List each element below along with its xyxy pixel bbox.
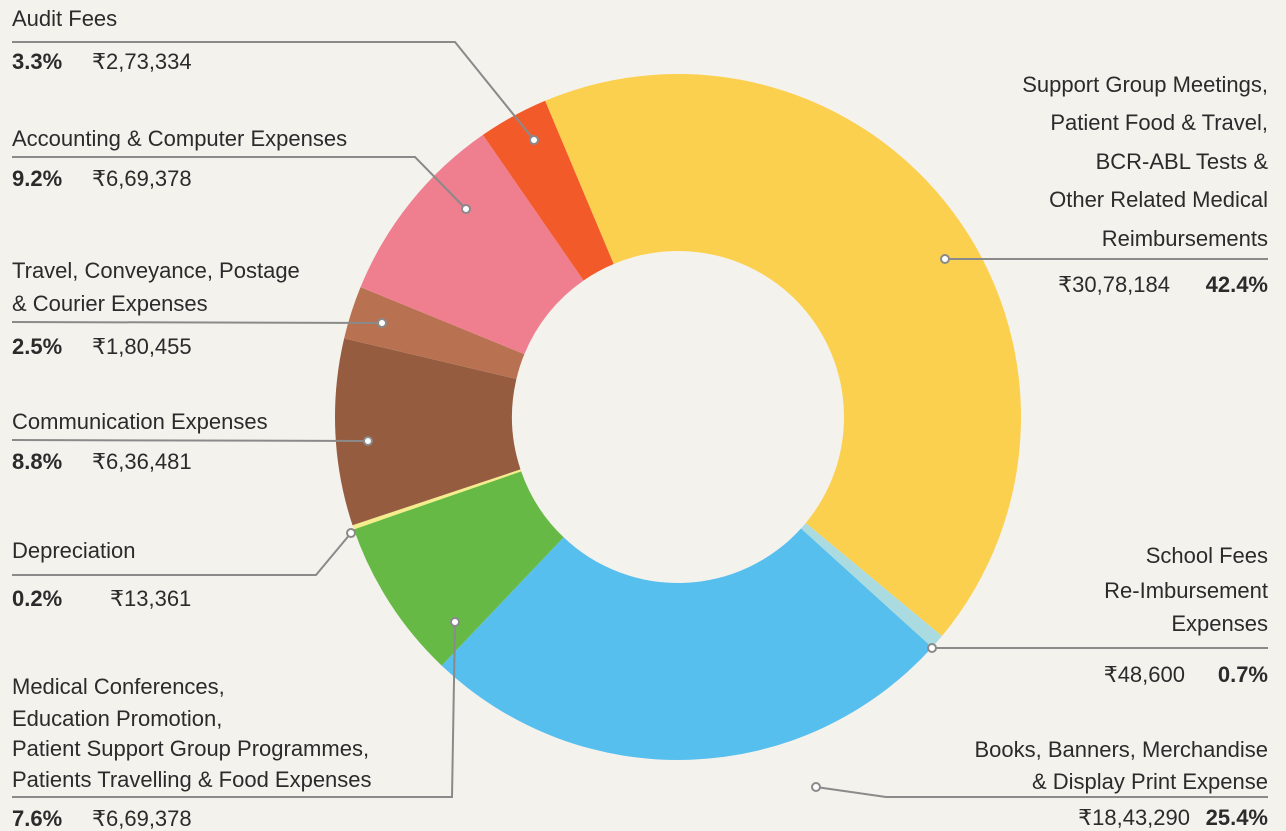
- donut-segment: [344, 287, 525, 379]
- donut-segment: [335, 338, 521, 526]
- leader-dot: [346, 528, 356, 538]
- leader-dot: [461, 204, 471, 214]
- slice-label: School Fees: [1146, 543, 1268, 568]
- percent-label: 9.2%: [12, 166, 62, 191]
- donut-segment: [800, 523, 942, 648]
- slice-label: Depreciation: [12, 538, 136, 563]
- leader-dot: [927, 643, 937, 653]
- donut-segment: [482, 100, 614, 281]
- leader-line: [12, 41, 535, 141]
- leader-line: [11, 321, 383, 324]
- percent-label: 25.4%: [1206, 805, 1268, 830]
- leader-dot: [940, 254, 950, 264]
- amount-label: ₹6,36,481: [92, 449, 192, 474]
- leader-line: [12, 621, 456, 798]
- slice-label: Books, Banners, Merchandise: [975, 737, 1269, 762]
- amount-label: ₹6,69,378: [92, 806, 192, 831]
- slice-label: Patient Food & Travel,: [1050, 110, 1268, 135]
- slice-label: & Display Print Expense: [1032, 769, 1268, 794]
- donut-segment: [360, 134, 584, 355]
- slice-label: Expenses: [1171, 611, 1268, 636]
- amount-label: ₹13,361: [110, 586, 191, 611]
- leader-line: [11, 439, 369, 442]
- slice-label: Other Related Medical: [1049, 187, 1268, 212]
- leader-dot: [529, 135, 539, 145]
- donut-segment: [352, 469, 522, 530]
- slice-label: Medical Conferences,: [12, 674, 225, 699]
- leader-dot: [377, 318, 387, 328]
- percent-label: 0.7%: [1218, 662, 1268, 687]
- amount-label: ₹18,43,290: [1078, 805, 1190, 830]
- donut-segment: [441, 528, 933, 760]
- amount-label: ₹1,80,455: [92, 334, 192, 359]
- percent-label: 0.2%: [12, 586, 62, 611]
- slice-label: Patients Travelling & Food Expenses: [12, 767, 372, 792]
- slice-label: Communication Expenses: [12, 409, 268, 434]
- slice-label: Support Group Meetings,: [1022, 72, 1268, 97]
- slice-label: Education Promotion,: [12, 706, 222, 731]
- percent-label: 7.6%: [12, 806, 62, 831]
- percent-label: 2.5%: [12, 334, 62, 359]
- leader-dot: [811, 782, 821, 792]
- donut-segment: [353, 471, 564, 666]
- slice-label: Accounting & Computer Expenses: [12, 126, 347, 151]
- amount-label: ₹48,600: [1104, 662, 1185, 687]
- leader-dot: [450, 617, 460, 627]
- amount-label: ₹2,73,334: [92, 49, 192, 74]
- leader-line: [815, 786, 1268, 798]
- slice-label: Re-Imbursement: [1104, 578, 1268, 603]
- leader-line: [12, 156, 467, 210]
- slice-label: & Courier Expenses: [12, 291, 208, 316]
- percent-label: 3.3%: [12, 49, 62, 74]
- amount-label: ₹30,78,184: [1058, 272, 1170, 297]
- slice-label: Audit Fees: [12, 6, 117, 31]
- donut-segment: [545, 74, 1021, 637]
- slice-label: Patient Support Group Programmes,: [12, 736, 369, 761]
- percent-label: 42.4%: [1206, 272, 1268, 297]
- slice-label: Reimbursements: [1102, 226, 1268, 251]
- leader-dot: [363, 436, 373, 446]
- slice-label: BCR-ABL Tests &: [1096, 149, 1269, 174]
- leader-line: [12, 532, 352, 576]
- percent-label: 8.8%: [12, 449, 62, 474]
- amount-label: ₹6,69,378: [92, 166, 192, 191]
- slice-label: Travel, Conveyance, Postage: [12, 258, 300, 283]
